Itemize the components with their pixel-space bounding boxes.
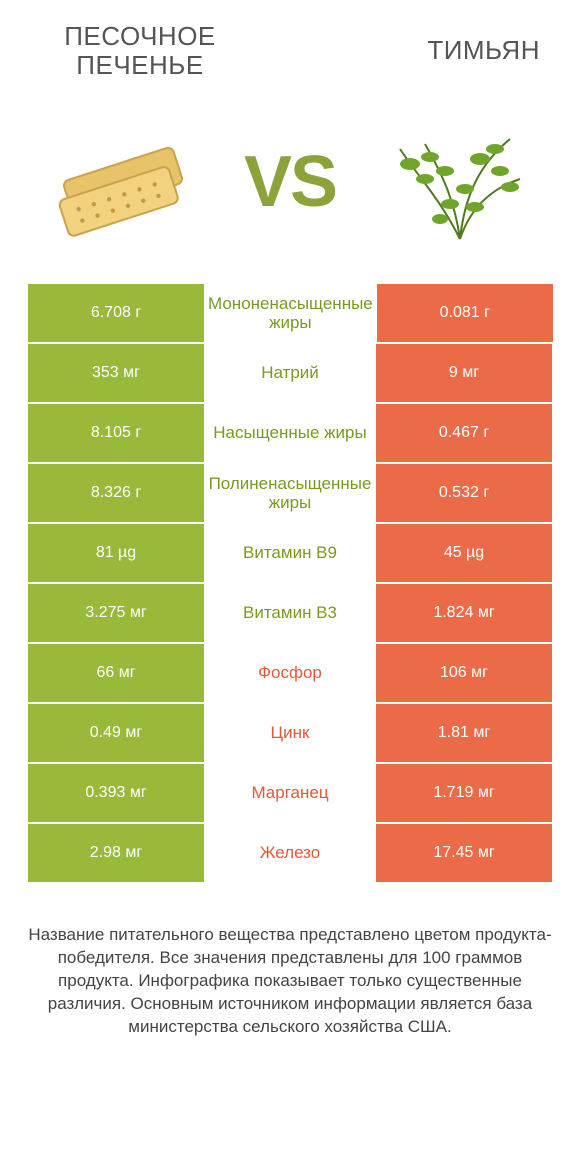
- right-product-title: Тимьян: [340, 22, 540, 65]
- left-value-cell: 3.275 мг: [28, 584, 204, 642]
- right-value-cell: 9 мг: [376, 344, 552, 402]
- left-value-cell: 8.326 г: [28, 464, 204, 522]
- comparison-row: 0.393 мгМарганец1.719 мг: [28, 764, 552, 822]
- comparison-row: 8.105 гНасыщенные жиры0.467 г: [28, 404, 552, 462]
- left-value-cell: 0.49 мг: [28, 704, 204, 762]
- header: Песочное печенье Тимьян: [0, 0, 580, 89]
- hero-row: VS: [0, 89, 580, 284]
- nutrient-label: Мононенасыщенные жиры: [204, 284, 377, 342]
- comparison-row: 2.98 мгЖелезо17.45 мг: [28, 824, 552, 882]
- right-value-cell: 0.467 г: [376, 404, 552, 462]
- left-product-title: Песочное печенье: [40, 22, 240, 79]
- vs-label: VS: [244, 141, 336, 223]
- left-value-cell: 2.98 мг: [28, 824, 204, 882]
- right-value-cell: 1.81 мг: [376, 704, 552, 762]
- right-value-cell: 106 мг: [376, 644, 552, 702]
- left-value-cell: 8.105 г: [28, 404, 204, 462]
- left-value-cell: 66 мг: [28, 644, 204, 702]
- left-product-image: [30, 109, 210, 254]
- nutrient-label: Цинк: [204, 704, 376, 762]
- nutrient-label: Натрий: [204, 344, 376, 402]
- comparison-row: 3.275 мгВитамин B31.824 мг: [28, 584, 552, 642]
- comparison-row: 6.708 гМононенасыщенные жиры0.081 г: [28, 284, 552, 342]
- right-value-cell: 17.45 мг: [376, 824, 552, 882]
- nutrient-label: Насыщенные жиры: [204, 404, 376, 462]
- comparison-table: 6.708 гМононенасыщенные жиры0.081 г353 м…: [0, 284, 580, 882]
- comparison-row: 81 µgВитамин B945 µg: [28, 524, 552, 582]
- right-value-cell: 1.719 мг: [376, 764, 552, 822]
- comparison-row: 8.326 гПолиненасыщенные жиры0.532 г: [28, 464, 552, 522]
- left-value-cell: 6.708 г: [28, 284, 204, 342]
- left-value-cell: 0.393 мг: [28, 764, 204, 822]
- right-value-cell: 45 µg: [376, 524, 552, 582]
- right-value-cell: 0.081 г: [377, 284, 553, 342]
- footnote-text: Название питательного вещества представл…: [0, 884, 580, 1039]
- nutrient-label: Железо: [204, 824, 376, 882]
- nutrient-label: Полиненасыщенные жиры: [204, 464, 376, 522]
- nutrient-label: Марганец: [204, 764, 376, 822]
- right-value-cell: 1.824 мг: [376, 584, 552, 642]
- right-value-cell: 0.532 г: [376, 464, 552, 522]
- nutrient-label: Фосфор: [204, 644, 376, 702]
- comparison-row: 353 мгНатрий9 мг: [28, 344, 552, 402]
- right-product-image: [370, 109, 550, 254]
- nutrient-label: Витамин B9: [204, 524, 376, 582]
- left-value-cell: 353 мг: [28, 344, 204, 402]
- left-value-cell: 81 µg: [28, 524, 204, 582]
- nutrient-label: Витамин B3: [204, 584, 376, 642]
- comparison-row: 0.49 мгЦинк1.81 мг: [28, 704, 552, 762]
- comparison-row: 66 мгФосфор106 мг: [28, 644, 552, 702]
